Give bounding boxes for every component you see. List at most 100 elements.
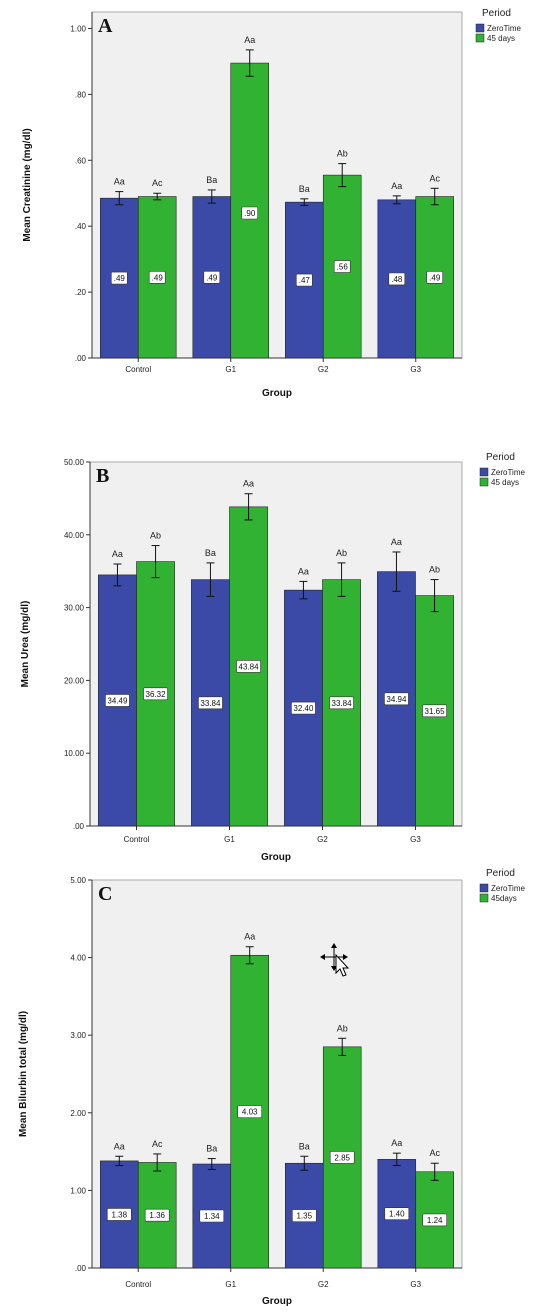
legend-title: Period (482, 8, 511, 19)
value-label: .48 (391, 275, 403, 284)
significance-letter: Aa (243, 479, 254, 489)
significance-letter: Ab (150, 531, 161, 541)
significance-letter: Ba (205, 548, 216, 558)
value-box (144, 1208, 170, 1222)
y-tick-label: 4.00 (70, 954, 86, 963)
significance-letter: Ba (206, 1144, 217, 1154)
legend-label: ZeroTime (487, 24, 521, 33)
legend-label: ZeroTime (491, 468, 525, 477)
value-box (291, 1209, 317, 1222)
x-tick-label: G1 (225, 365, 236, 374)
legend-swatch (479, 467, 489, 477)
y-tick-label: 10.00 (64, 749, 85, 758)
y-tick-label: .40 (75, 222, 87, 231)
value-box (236, 660, 261, 673)
value-label: 1.35 (296, 1212, 312, 1221)
value-box (422, 704, 447, 718)
value-label: 43.84 (239, 662, 260, 671)
value-label: 1.36 (149, 1211, 165, 1220)
legend-label: 45days (491, 894, 517, 903)
value-label: 2.85 (334, 1153, 350, 1162)
significance-letter: Aa (114, 177, 125, 187)
value-box (105, 694, 130, 707)
x-tick-label: G3 (410, 835, 421, 844)
x-tick-label: G3 (410, 1280, 421, 1289)
y-tick-label: 1.00 (70, 24, 86, 33)
legend-swatch (479, 883, 489, 893)
value-label: 4.03 (242, 1108, 258, 1117)
significance-letter: Ac (429, 1148, 440, 1158)
x-tick-label: G3 (410, 365, 421, 374)
significance-letter: Aa (114, 1141, 125, 1151)
y-tick-label: .00 (75, 1264, 87, 1273)
value-label: 33.84 (332, 699, 353, 708)
y-tick-label: 30.00 (64, 604, 85, 613)
significance-letter: Ba (299, 184, 310, 194)
y-tick-label: 50.00 (64, 458, 85, 467)
y-axis-title: Mean Bilurbin total (mg/dl) (18, 1011, 29, 1137)
x-tick-label: Control (124, 835, 150, 844)
y-tick-label: 2.00 (70, 1109, 86, 1118)
x-tick-label: G2 (318, 1280, 329, 1289)
value-label: 33.84 (200, 699, 221, 708)
significance-letter: Aa (391, 181, 402, 191)
value-label: 1.38 (111, 1210, 127, 1219)
value-box (426, 270, 444, 284)
legend-title: Period (486, 452, 515, 463)
value-label: .49 (429, 273, 441, 282)
panel-letter: B (96, 465, 109, 487)
value-label: 1.40 (389, 1210, 405, 1219)
y-axis-title: Mean Urea (mg/dl) (20, 601, 31, 688)
legend-swatch (479, 893, 489, 903)
significance-letter: Ba (206, 175, 217, 185)
y-tick-label: .80 (75, 90, 87, 99)
value-box (237, 1105, 263, 1118)
x-axis-title: Group (262, 1296, 292, 1307)
value-label: .49 (114, 274, 126, 283)
y-tick-label: 5.00 (70, 876, 86, 885)
value-box (241, 206, 259, 220)
value-box (384, 1207, 410, 1220)
value-box (199, 1209, 225, 1223)
value-box (106, 1208, 132, 1221)
value-label: .56 (337, 263, 349, 272)
y-tick-label: 1.00 (70, 1186, 86, 1195)
x-tick-label: G2 (317, 835, 328, 844)
y-tick-label: 40.00 (64, 531, 85, 540)
x-tick-label: Control (125, 1280, 151, 1289)
value-label: .49 (152, 273, 164, 282)
x-tick-label: Control (125, 365, 151, 374)
x-axis-title: Group (262, 388, 292, 399)
significance-letter: Aa (112, 549, 123, 559)
chart-panel-c: .00 1.00 2.00 3.00 4.00 5.00 C Control Aa 1.38 Ac 1… (18, 868, 525, 1307)
y-tick-label: .20 (75, 288, 87, 297)
y-tick-label: .00 (73, 822, 85, 831)
panel-letter: A (98, 15, 113, 37)
panel-letter: C (98, 883, 112, 905)
significance-letter: Ab (337, 149, 348, 159)
value-box (203, 270, 221, 284)
y-tick-label: 20.00 (64, 676, 85, 685)
significance-letter: Ab (336, 548, 347, 558)
value-label: 1.34 (204, 1212, 220, 1221)
value-label: 1.24 (427, 1216, 443, 1225)
significance-letter: Ab (337, 1023, 348, 1033)
legend-swatch (475, 23, 485, 33)
significance-letter: Ba (299, 1141, 310, 1151)
significance-letter: Aa (298, 566, 309, 576)
y-axis-title: Mean Creatinine (mg/dl) (22, 128, 33, 241)
significance-letter: Ab (429, 565, 440, 575)
pointer-arrow-icon (335, 953, 350, 977)
x-tick-label: G1 (225, 1280, 236, 1289)
significance-letter: Ac (152, 178, 163, 188)
value-box (291, 701, 316, 715)
move-cursor-icon (320, 943, 350, 977)
legend-label: 45 days (487, 34, 515, 43)
significance-letter: Aa (391, 1138, 402, 1148)
value-box (422, 1213, 448, 1227)
x-tick-label: G2 (318, 365, 329, 374)
chart-panel-b: .00 10.00 20.00 30.00 40.00 50.00 B Control Aa 34… (20, 452, 525, 863)
legend-swatch (479, 477, 489, 487)
